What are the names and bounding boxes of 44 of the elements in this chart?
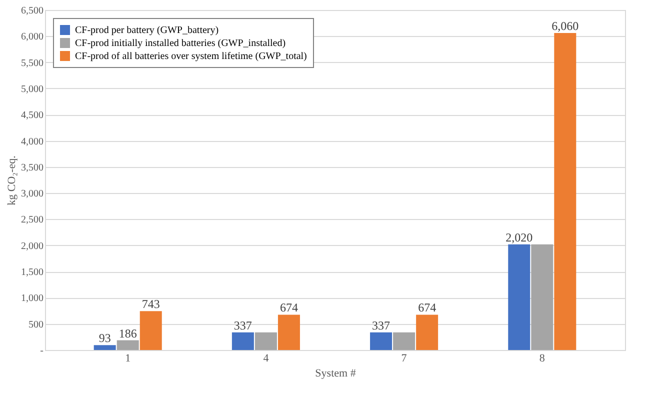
bar	[278, 314, 300, 350]
x-tick-label: 8	[539, 352, 546, 364]
legend-label: CF-prod of all batteries over system lifetime (GWP_total)	[75, 51, 307, 62]
data-label: 674	[418, 300, 436, 315]
y-tick-label: -	[40, 346, 44, 356]
y-tick-label: 500	[28, 319, 44, 330]
bar	[531, 244, 554, 350]
legend-label: CF-prod per battery (GWP_battery)	[75, 25, 219, 36]
y-tick-label: 4,500	[21, 110, 44, 122]
data-label: 2,020	[506, 230, 533, 244]
y-tick-label: 1,500	[21, 267, 44, 278]
y-tick-label: 1,000	[21, 293, 44, 304]
x-axis-title: System #	[315, 368, 356, 380]
bar	[393, 332, 416, 350]
bar	[554, 33, 576, 350]
y-tick-label: 3,000	[21, 188, 44, 200]
data-label: 337	[234, 318, 252, 332]
y-tick-label: 2,000	[21, 240, 44, 252]
y-axis-title: kg CO₂-eq.	[6, 155, 18, 206]
bar	[140, 311, 162, 350]
data-label: 93	[98, 331, 111, 346]
bar	[254, 332, 277, 350]
x-tick-label: 4	[263, 352, 270, 364]
y-tick-label: 5,500	[21, 58, 44, 69]
data-label: 674	[280, 300, 298, 315]
data-label: 337	[372, 318, 390, 332]
y-tick-label: 6,500	[21, 6, 44, 16]
bar	[94, 345, 116, 350]
bar	[416, 314, 438, 350]
y-tick-label: 2,500	[21, 214, 44, 226]
x-tick-label: 1	[125, 352, 131, 364]
data-label: 186	[118, 326, 137, 340]
y-tick-label: 6,000	[21, 32, 44, 43]
bar	[232, 332, 254, 350]
data-label: 6,060	[552, 19, 579, 34]
x-tick-label: 7	[401, 352, 408, 364]
legend-label: CF-prod initially installed batteries (GWP_installed)	[75, 38, 286, 49]
data-label: 743	[142, 297, 160, 312]
bar	[116, 340, 139, 350]
y-tick-label: 4,000	[21, 136, 44, 148]
y-tick-label: 5,000	[21, 84, 44, 95]
bar	[508, 244, 530, 350]
bar	[370, 332, 392, 350]
y-tick-label: 3,500	[21, 162, 44, 174]
